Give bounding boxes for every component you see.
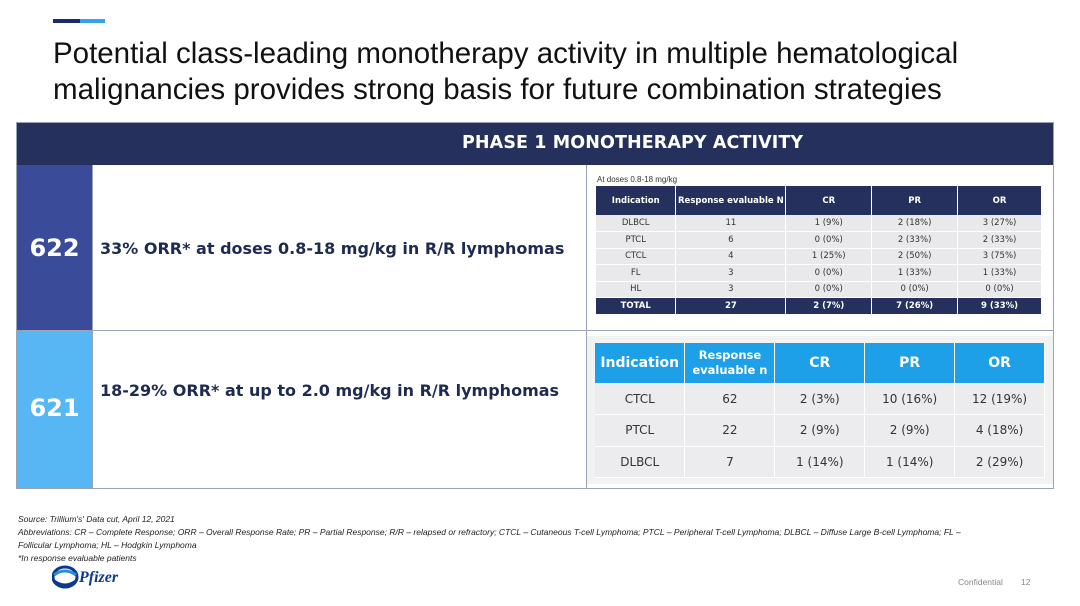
table-row: PTCL 22 2 (9%) 2 (9%) 4 (18%) <box>595 414 1045 447</box>
table-cell: 10 (16%) <box>864 383 956 415</box>
table-cell: 9 (33%) <box>957 297 1042 315</box>
table-cell: 0 (0%) <box>785 281 873 298</box>
table-cell: 1 (33%) <box>871 264 959 282</box>
table-cell: CTCL <box>596 248 677 265</box>
compound-row-622: 622 33% ORR* at doses 0.8-18 mg/kg in R/… <box>17 165 1053 331</box>
col-header: PR <box>864 343 956 383</box>
table-cell: 2 (3%) <box>774 383 866 415</box>
table-cell: 0 (0%) <box>785 264 873 282</box>
col-header: Indication <box>596 186 677 215</box>
divider <box>586 331 587 488</box>
source-footnote: Source: Trillium's' Data cut, April 12, … <box>18 514 175 524</box>
col-header: CR <box>785 186 873 215</box>
col-header: Response evaluable n <box>684 343 776 383</box>
compound-row-621: 621 18-29% ORR* at up to 2.0 mg/kg in R/… <box>17 331 1053 488</box>
banner-label: PHASE 1 MONOTHERAPY ACTIVITY <box>462 133 804 153</box>
table-cell: 2 (33%) <box>871 231 959 249</box>
compound-id: 621 <box>29 394 80 422</box>
title-accent-light <box>80 19 105 23</box>
table-cell: 1 (25%) <box>785 248 873 265</box>
table-cell: TOTAL <box>596 297 677 315</box>
col-header: Indication <box>595 343 686 383</box>
table-row: DLBCL 7 1 (14%) 1 (14%) 2 (29%) <box>595 446 1045 478</box>
table-row: CTCL 4 1 (25%) 2 (50%) 3 (75%) <box>596 248 1042 265</box>
table-cell: 3 <box>675 264 787 282</box>
table-cell: 2 (9%) <box>774 414 866 447</box>
table-total-row: TOTAL 27 2 (7%) 7 (26%) 9 (33%) <box>596 297 1042 315</box>
table-621-results: Indication Response evaluable n CR PR OR… <box>595 343 1045 478</box>
table-cell: 27 <box>675 297 787 315</box>
table-cell: DLBCL <box>596 215 677 232</box>
table-row: FL 3 0 (0%) 1 (33%) 1 (33%) <box>596 264 1042 282</box>
table-header-row: Indication Response evaluable N CR PR OR <box>596 186 1042 215</box>
divider <box>92 165 93 330</box>
pfizer-logo-icon <box>52 565 79 589</box>
table-cell: 4 <box>675 248 787 265</box>
table-622-results: Indication Response evaluable N CR PR OR… <box>596 186 1042 315</box>
divider <box>92 331 93 488</box>
col-header: CR <box>774 343 866 383</box>
table-cell: 62 <box>684 383 776 415</box>
activity-panel: PHASE 1 MONOTHERAPY ACTIVITY 622 33% ORR… <box>16 122 1054 489</box>
compound-id-cell: 622 <box>17 165 92 330</box>
table-cell: 6 <box>675 231 787 249</box>
table-cell: HL <box>596 281 677 298</box>
table-row: PTCL 6 0 (0%) 2 (33%) 2 (33%) <box>596 231 1042 249</box>
table-row: HL 3 0 (0%) 0 (0%) 0 (0%) <box>596 281 1042 298</box>
compound-description: 18-29% ORR* at up to 2.0 mg/kg in R/R ly… <box>100 381 560 400</box>
table-cell: 2 (9%) <box>864 414 956 447</box>
table-cell: CTCL <box>595 383 686 415</box>
table-cell: 2 (29%) <box>954 446 1045 478</box>
table-cell: 22 <box>684 414 776 447</box>
table-cell: 3 <box>675 281 787 298</box>
table-cell: 7 (26%) <box>871 297 959 315</box>
col-header: OR <box>954 343 1045 383</box>
compound-id: 622 <box>29 234 80 262</box>
page-number: 12 <box>1021 577 1031 587</box>
table-cell: PTCL <box>595 414 686 447</box>
slide-title: Potential class-leading monotherapy acti… <box>53 37 959 106</box>
col-header: OR <box>957 186 1042 215</box>
table-cell: DLBCL <box>595 446 686 478</box>
table-cell: 0 (0%) <box>785 231 873 249</box>
table-header-row: Indication Response evaluable n CR PR OR <box>595 343 1045 383</box>
table-cell: 3 (75%) <box>957 248 1042 265</box>
table-cell: 12 (19%) <box>954 383 1045 415</box>
table-cell: 1 (9%) <box>785 215 873 232</box>
table-cell: 1 (14%) <box>774 446 866 478</box>
table-cell: 2 (33%) <box>957 231 1042 249</box>
table-cell: PTCL <box>596 231 677 249</box>
table-cell: 0 (0%) <box>957 281 1042 298</box>
table-cell: FL <box>596 264 677 282</box>
table-cell: 1 (14%) <box>864 446 956 478</box>
title-accent-dark <box>53 19 80 23</box>
compound-description: 33% ORR* at doses 0.8-18 mg/kg in R/R ly… <box>100 239 565 258</box>
table-cell: 3 (27%) <box>957 215 1042 232</box>
panel-banner: PHASE 1 MONOTHERAPY ACTIVITY <box>17 123 1053 165</box>
table-cell: 2 (7%) <box>785 297 873 315</box>
table-cell: 4 (18%) <box>954 414 1045 447</box>
table-cell: 2 (50%) <box>871 248 959 265</box>
table-cell: 11 <box>675 215 787 232</box>
table1-caption: At doses 0.8-18 mg/kg <box>597 175 678 184</box>
response-footnote: *In response evaluable patients <box>18 553 137 563</box>
table-cell: 2 (18%) <box>871 215 959 232</box>
divider <box>586 165 587 330</box>
table-row: DLBCL 11 1 (9%) 2 (18%) 3 (27%) <box>596 215 1042 232</box>
logo-wordmark: Pfizer <box>79 569 119 586</box>
col-header: Response evaluable N <box>675 186 787 215</box>
table-row: CTCL 62 2 (3%) 10 (16%) 12 (19%) <box>595 383 1045 415</box>
abbreviations-footnote: Abbreviations: CR – Complete Response; O… <box>18 527 961 550</box>
table-cell: 0 (0%) <box>871 281 959 298</box>
compound-id-cell: 621 <box>17 331 92 488</box>
confidential-label: Confidential <box>958 577 1003 587</box>
col-header: PR <box>871 186 959 215</box>
table-cell: 1 (33%) <box>957 264 1042 282</box>
table-cell: 7 <box>684 446 776 478</box>
